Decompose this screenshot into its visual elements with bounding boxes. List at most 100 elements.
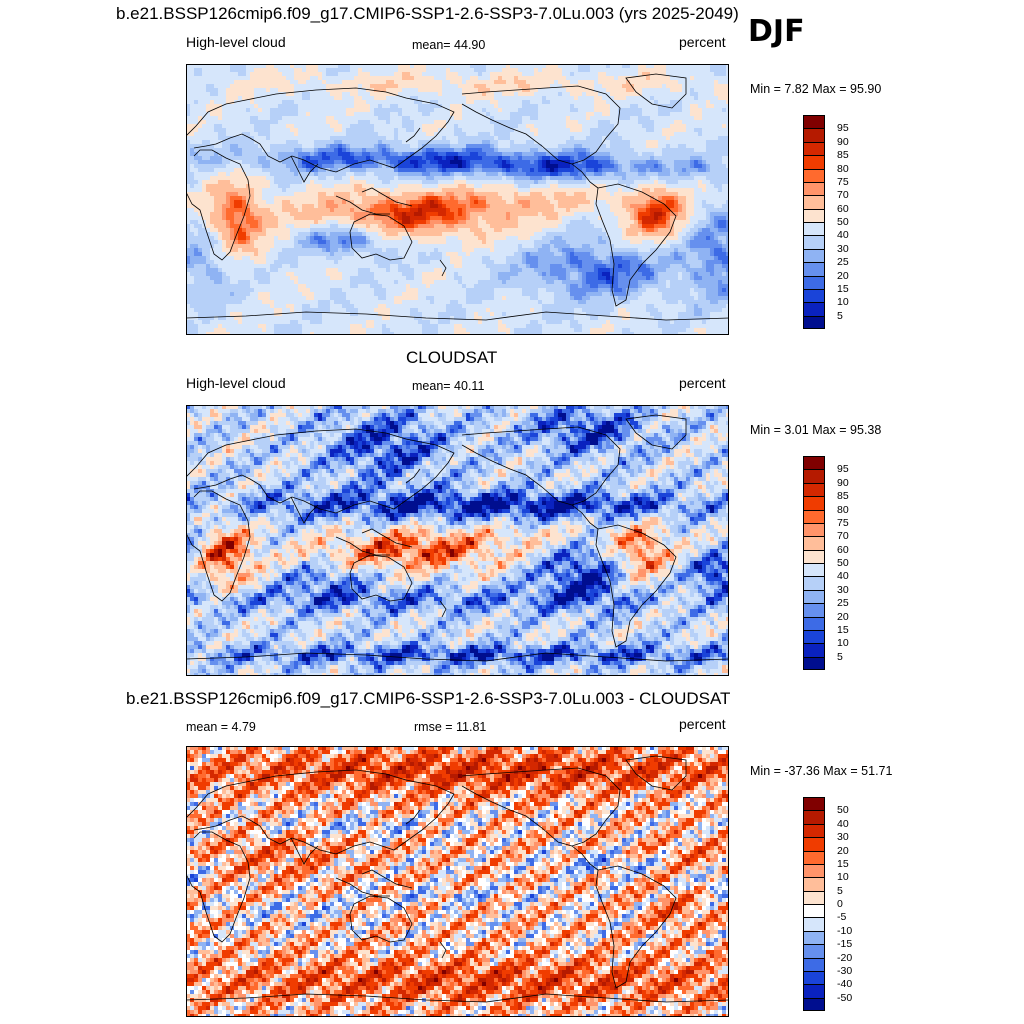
colorbar-tick-label: 50 — [837, 216, 849, 228]
colorbar-tick-label: 95 — [837, 122, 849, 134]
colorbar-tick-label: 95 — [837, 463, 849, 475]
colorbar-tick-label: -5 — [837, 911, 846, 923]
colorbar-tick-label: 5 — [837, 310, 843, 322]
coastline — [335, 877, 390, 897]
colorbar-swatch — [803, 904, 825, 918]
colorbar-swatch — [803, 456, 825, 470]
colorbar-swatch — [803, 970, 825, 985]
coastline — [290, 496, 319, 524]
colorbar-swatch — [803, 288, 825, 303]
colorbar-swatch — [803, 262, 825, 276]
colorbar-swatch — [803, 823, 825, 838]
coastline — [361, 869, 413, 889]
colorbar-swatch — [803, 917, 825, 931]
colorbar-swatch — [803, 549, 825, 563]
panel-3-minmax-label: Min = -37.36 Max = 51.71 — [750, 764, 892, 778]
colorbar-tick-label: 75 — [837, 176, 849, 188]
coastline — [186, 993, 729, 1003]
panel-3-title: b.e21.BSSP126cmip6.f09_g17.CMIP6-SSP1-2.… — [126, 689, 730, 709]
colorbar-swatch — [803, 469, 825, 483]
panel-2-variable-label: High-level cloud — [186, 375, 286, 391]
colorbar-swatch — [803, 208, 825, 222]
coastline — [461, 767, 621, 847]
coastline — [186, 652, 729, 662]
coastline — [571, 845, 599, 871]
colorbar-tick-label: 15 — [837, 283, 849, 295]
panel-1-units-label: percent — [679, 34, 726, 50]
colorbar-tick-label: 40 — [837, 570, 849, 582]
colorbar-tick-label: 60 — [837, 544, 849, 556]
colorbar-swatch — [803, 496, 825, 510]
panel-2-mean-label: mean= 40.11 — [412, 379, 484, 393]
panel-2-colorbar: 95 90 85 80 75 70 60 50 40 30 25 20 15 10 5 — [803, 456, 863, 670]
coastline — [349, 554, 413, 602]
colorbar-swatch — [803, 589, 825, 604]
panel-2-map — [186, 405, 729, 676]
colorbar-swatch — [803, 248, 825, 263]
panel-3-colorbar: 50 40 30 20 15 10 5 0 -5 -10 -15 -20 -30 -40 -50 — [803, 797, 863, 1011]
colorbar-swatch — [803, 984, 825, 998]
colorbar-tick-label: 60 — [837, 203, 849, 215]
colorbar-tick-label: 10 — [837, 871, 849, 883]
colorbar-swatch — [803, 890, 825, 904]
colorbar-swatch — [803, 168, 825, 182]
colorbar-tick-label: 5 — [837, 885, 843, 897]
panel-1-minmax-label: Min = 7.82 Max = 95.90 — [750, 82, 881, 96]
colorbar-swatch — [803, 536, 825, 550]
colorbar-tick-label: 25 — [837, 256, 849, 268]
colorbar-tick-label: -20 — [837, 952, 852, 964]
panel-1-variable-label: High-level cloud — [186, 34, 286, 50]
colorbar-swatch — [803, 850, 825, 864]
panel-3-rmse-label: rmse = 11.81 — [414, 720, 486, 734]
coastline — [439, 600, 447, 618]
colorbar-tick-label: 10 — [837, 637, 849, 649]
colorbar-tick-label: 50 — [837, 804, 849, 816]
colorbar-tick-label: -10 — [837, 925, 852, 937]
colorbar-swatch — [803, 837, 825, 851]
colorbar-tick-label: 50 — [837, 557, 849, 569]
coastline — [439, 941, 447, 959]
coastline — [335, 195, 390, 215]
colorbar-tick-label: 90 — [837, 477, 849, 489]
colorbar-swatch — [803, 115, 825, 129]
coastline — [405, 127, 421, 143]
coastline — [290, 837, 319, 865]
panel-1-mean-label: mean= 44.90 — [412, 38, 485, 52]
coastline — [439, 259, 447, 277]
panel-3-map — [186, 746, 729, 1017]
coastline — [461, 85, 621, 165]
colorbar-swatch — [803, 509, 825, 523]
colorbar-tick-label: 20 — [837, 611, 849, 623]
coastline — [186, 831, 251, 943]
panel-2-units-label: percent — [679, 375, 726, 391]
coastline — [186, 87, 455, 173]
coastline — [290, 155, 319, 183]
colorbar-swatch — [803, 957, 825, 971]
panel-1-title: b.e21.BSSP126cmip6.f09_g17.CMIP6-SSP1-2.… — [116, 4, 739, 24]
colorbar-tick-label: 85 — [837, 149, 849, 161]
colorbar-tick-label: 10 — [837, 296, 849, 308]
colorbar-tick-label: 80 — [837, 504, 849, 516]
map-frame — [186, 746, 729, 1017]
colorbar-tick-label: 85 — [837, 490, 849, 502]
coastline — [625, 755, 687, 791]
colorbar-swatch — [803, 877, 825, 891]
coastline — [461, 426, 621, 506]
coastline — [625, 414, 687, 450]
colorbar-swatch — [803, 155, 825, 169]
map-frame — [186, 64, 729, 335]
panel-2-minmax-label: Min = 3.01 Max = 95.38 — [750, 423, 881, 437]
coastline — [361, 528, 413, 548]
colorbar-swatch — [803, 222, 825, 236]
colorbar-swatch — [803, 643, 825, 657]
colorbar-tick-label: 90 — [837, 136, 849, 148]
colorbar-tick-label: 30 — [837, 584, 849, 596]
colorbar-swatch — [803, 181, 825, 196]
colorbar-swatch — [803, 522, 825, 537]
colorbar-tick-label: 40 — [837, 818, 849, 830]
coastline — [405, 468, 421, 484]
colorbar-tick-label: 15 — [837, 624, 849, 636]
colorbar-swatch — [803, 563, 825, 577]
colorbar-swatch — [803, 810, 825, 824]
coastline — [595, 183, 677, 307]
